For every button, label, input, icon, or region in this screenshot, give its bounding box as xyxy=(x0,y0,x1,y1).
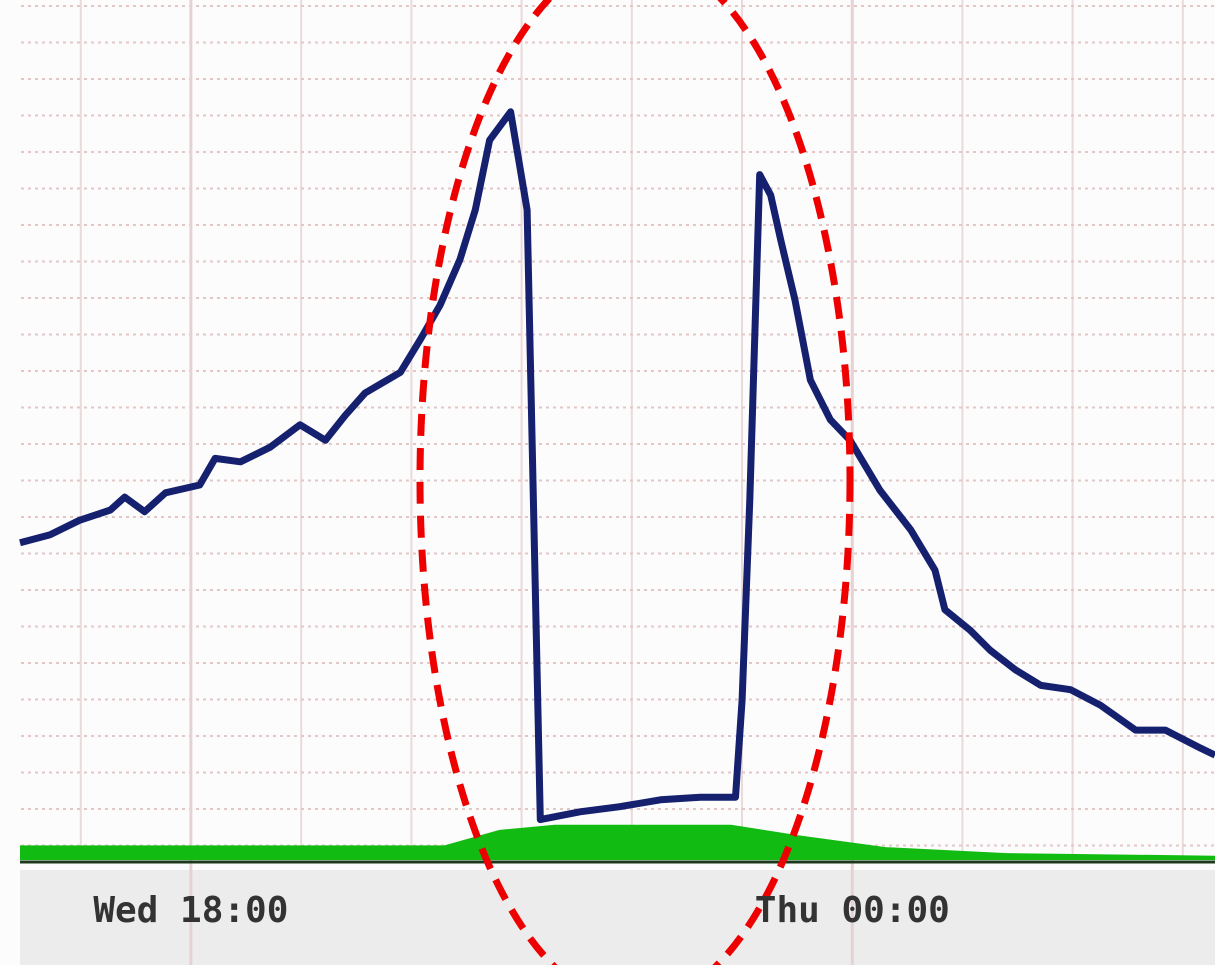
axis-band xyxy=(20,870,1215,965)
plot xyxy=(19,0,1215,965)
highlight-ellipse xyxy=(416,0,854,965)
area xyxy=(20,824,1215,860)
x-tick-label: Thu 00:00 xyxy=(755,890,950,931)
x-tick-label: Wed 18:00 xyxy=(93,890,288,931)
grid-pattern xyxy=(20,0,1215,860)
line xyxy=(19,108,1215,824)
